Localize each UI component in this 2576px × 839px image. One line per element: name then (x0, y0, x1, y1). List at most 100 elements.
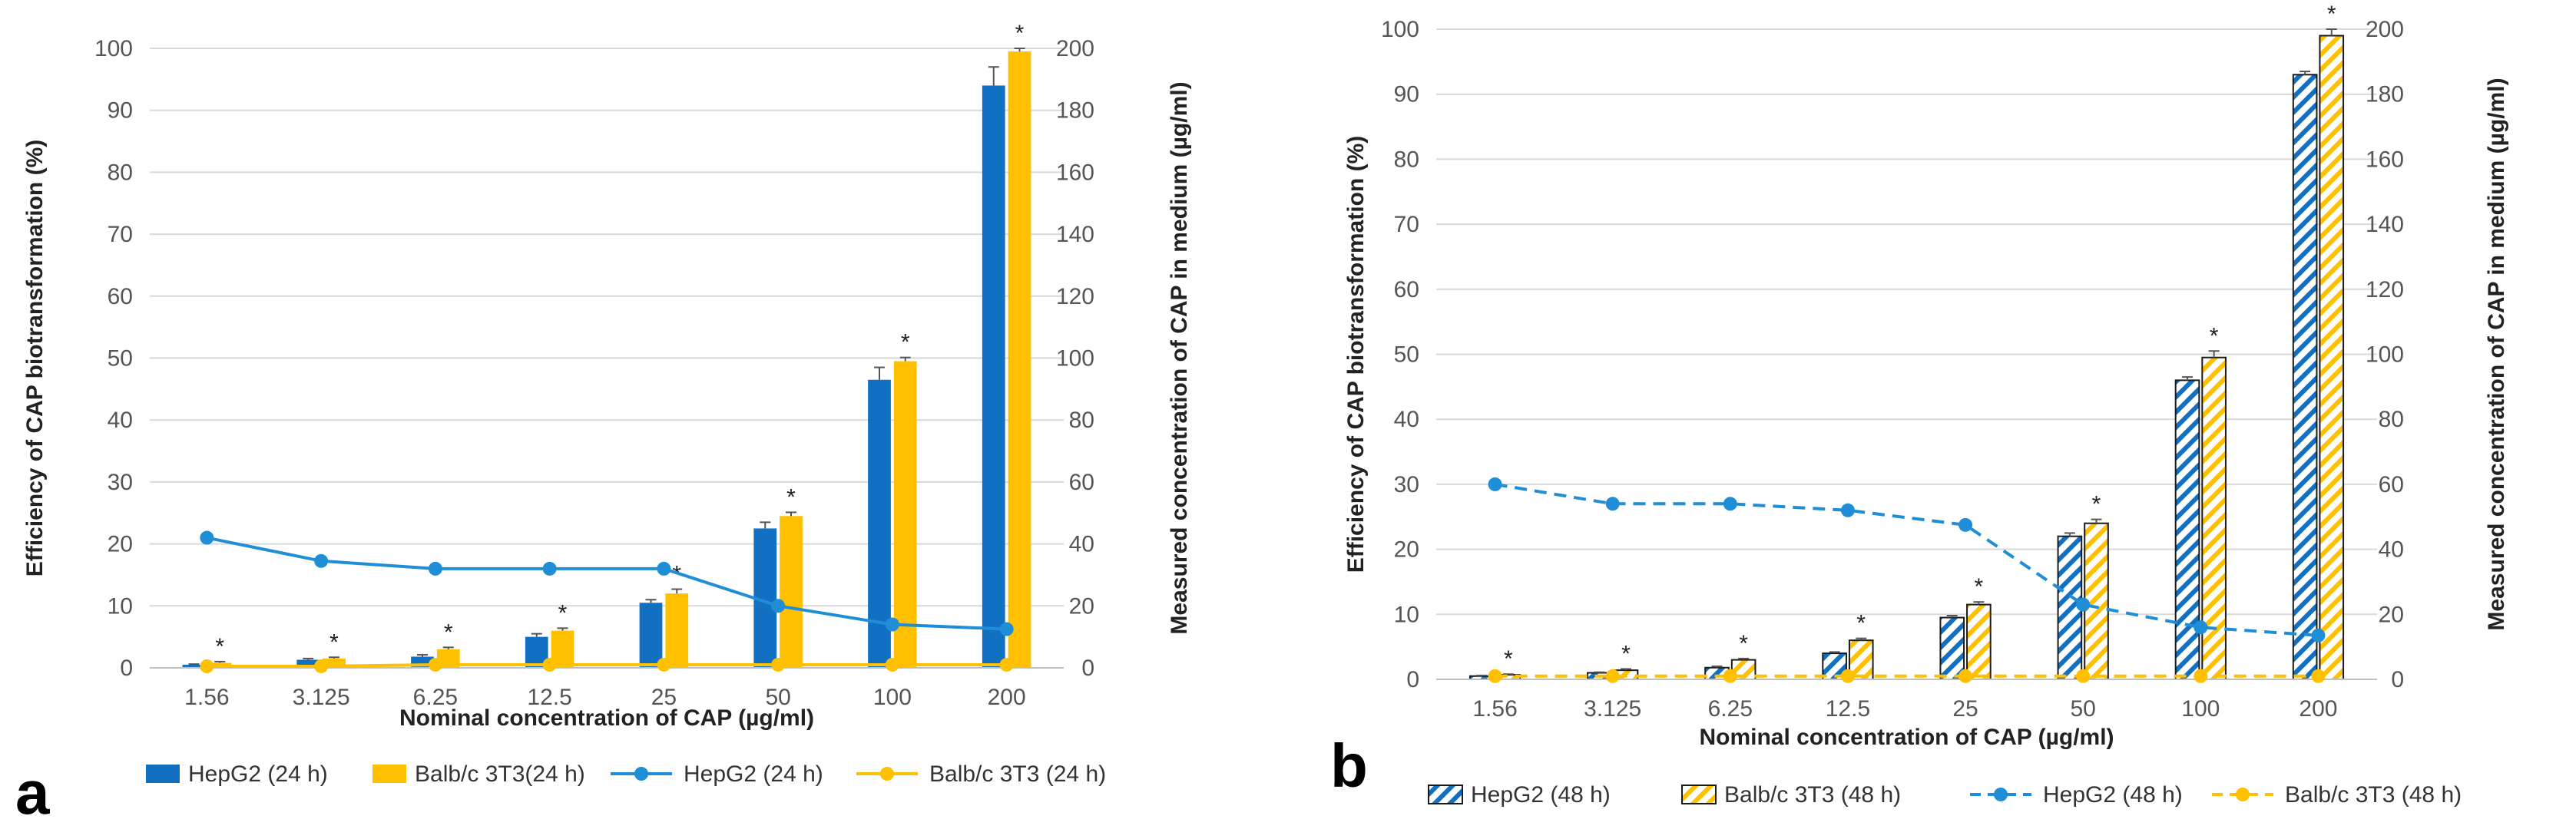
line-point-balbc (771, 657, 786, 672)
line-point-hepg2 (2194, 620, 2208, 635)
y-tick-label: 0 (120, 656, 133, 681)
bar-hepg2 (639, 603, 663, 668)
line-point-balbc (314, 659, 329, 673)
y-tick-label: 10 (108, 593, 133, 619)
line-point-balbc (1723, 669, 1737, 683)
x-tick-label: 3.125 (293, 685, 350, 710)
line-point-hepg2 (1605, 497, 1620, 511)
legend-swatch-marker (1994, 788, 2008, 801)
legend-swatch-marker (634, 767, 648, 781)
y-tick-label: 70 (1394, 212, 1419, 237)
x-tick-label: 12.5 (1826, 696, 1870, 722)
line-point-hepg2 (542, 561, 557, 576)
y2-tick-label: 0 (1081, 656, 1094, 681)
y2-tick-label: 20 (1069, 593, 1094, 619)
legend-swatch-bar (372, 765, 406, 783)
x-tick-label: 200 (2299, 696, 2337, 722)
line-point-balbc (2194, 669, 2208, 683)
legend-label: Balb/c 3T3 (48 h) (2285, 782, 2462, 808)
significance-marker: * (901, 330, 910, 355)
line-point-balbc (1605, 669, 1620, 683)
line-point-balbc (200, 659, 214, 673)
significance-marker: * (1856, 611, 1866, 636)
y-tick-label: 10 (1394, 602, 1419, 627)
y2-tick-label: 180 (1056, 98, 1094, 124)
legend-label: HepG2 (48 h) (1471, 782, 1611, 808)
bar-hepg2 (296, 659, 320, 668)
significance-marker: * (215, 634, 224, 659)
x-tick-label: 100 (2181, 696, 2220, 722)
panel-b-chart: 0 10 20 30 40 50 60 70 80 90 100 0 20 40 60 80 100 120 140… (1330, 2, 2509, 808)
line-point-hepg2 (1723, 497, 1737, 511)
significance-marker: * (1015, 21, 1025, 46)
legend-label: HepG2 (48 h) (2043, 782, 2183, 808)
y-tick-label: 60 (108, 284, 133, 309)
y-tick-label: 60 (1394, 277, 1419, 302)
y2-tick-label: 60 (2379, 472, 2404, 497)
line-point-hepg2 (428, 561, 442, 576)
y-tick-label: 20 (1394, 537, 1419, 563)
significance-marker: * (1621, 641, 1631, 666)
panel-label: b (1330, 732, 1368, 800)
y-axis-title: Efficiency of CAP biotransformation (%) (22, 140, 48, 577)
line-series-balbc (207, 662, 1007, 668)
significance-marker: * (444, 619, 453, 645)
panel-a-chart: 0 10 20 30 40 50 60 70 80 90 100 0 20 40 60 80 100 120 140… (15, 21, 1192, 827)
legend-label: HepG2 (24 h) (684, 761, 823, 787)
significance-marker: * (2092, 492, 2101, 517)
x-tick-label: 12.5 (527, 685, 571, 710)
bar-balbc (893, 361, 917, 668)
x-tick-label: 50 (2071, 696, 2096, 722)
line-point-hepg2 (2311, 628, 2326, 642)
line-point-balbc (2076, 669, 2091, 683)
y2-tick-label: 80 (2379, 407, 2404, 432)
legend-swatch-bar (1681, 784, 1717, 804)
line-point-balbc (428, 657, 442, 672)
x-axis-title: Nominal concentration of CAP (µg/ml) (399, 705, 814, 731)
significance-marker: * (329, 629, 339, 655)
significance-marker: * (786, 484, 796, 510)
significance-marker: * (1739, 631, 1748, 656)
x-tick-label: 6.25 (413, 685, 458, 710)
y2-tick-label: 180 (2366, 82, 2404, 107)
y-tick-label: 80 (1394, 147, 1419, 172)
line-point-hepg2 (771, 599, 786, 613)
line-point-hepg2 (314, 553, 329, 568)
y-tick-label: 40 (1394, 407, 1419, 432)
line-series-hepg2 (206, 536, 1007, 631)
line-point-hepg2 (2076, 597, 2091, 612)
y-tick-label: 0 (1406, 667, 1419, 692)
y2-tick-label: 0 (2391, 667, 2404, 692)
y2-tick-label: 200 (1056, 36, 1094, 61)
line-point-balbc (1958, 669, 1973, 683)
significance-marker: * (2327, 2, 2336, 27)
line-point-hepg2 (999, 622, 1014, 636)
y2-tick-label: 20 (2379, 602, 2404, 627)
line-point-hepg2 (1488, 477, 1502, 491)
line-point-balbc (657, 657, 671, 672)
bar-balbc (1008, 51, 1031, 668)
bar-balbc (665, 593, 689, 668)
legend-swatch-marker (2236, 788, 2250, 801)
y-tick-label: 80 (108, 160, 133, 185)
y2-tick-label: 80 (1069, 408, 1094, 433)
x-tick-label: 1.56 (1472, 696, 1517, 722)
x-tick-label: 100 (873, 685, 912, 710)
x-axis-title: Nominal concentration of CAP (µg/ml) (1699, 725, 2114, 750)
bar-hepg2 (2174, 379, 2200, 680)
line-point-hepg2 (1840, 503, 1855, 517)
y2-tick-label: 60 (1069, 470, 1094, 495)
significance-marker: * (1975, 574, 1984, 600)
bar-hepg2 (182, 664, 206, 668)
line-point-balbc (1840, 669, 1855, 683)
y2-tick-label: 200 (2366, 17, 2404, 42)
legend-swatch-bar (1428, 784, 1463, 804)
y-tick-label: 90 (108, 98, 133, 124)
legend-label: Balb/c 3T3 (24 h) (929, 761, 1106, 787)
y2-tick-label: 40 (2379, 537, 2404, 563)
x-tick-label: 50 (765, 685, 790, 710)
line-point-hepg2 (1958, 517, 1973, 532)
bar-hepg2 (1939, 616, 1965, 680)
y-tick-label: 50 (1394, 342, 1419, 368)
